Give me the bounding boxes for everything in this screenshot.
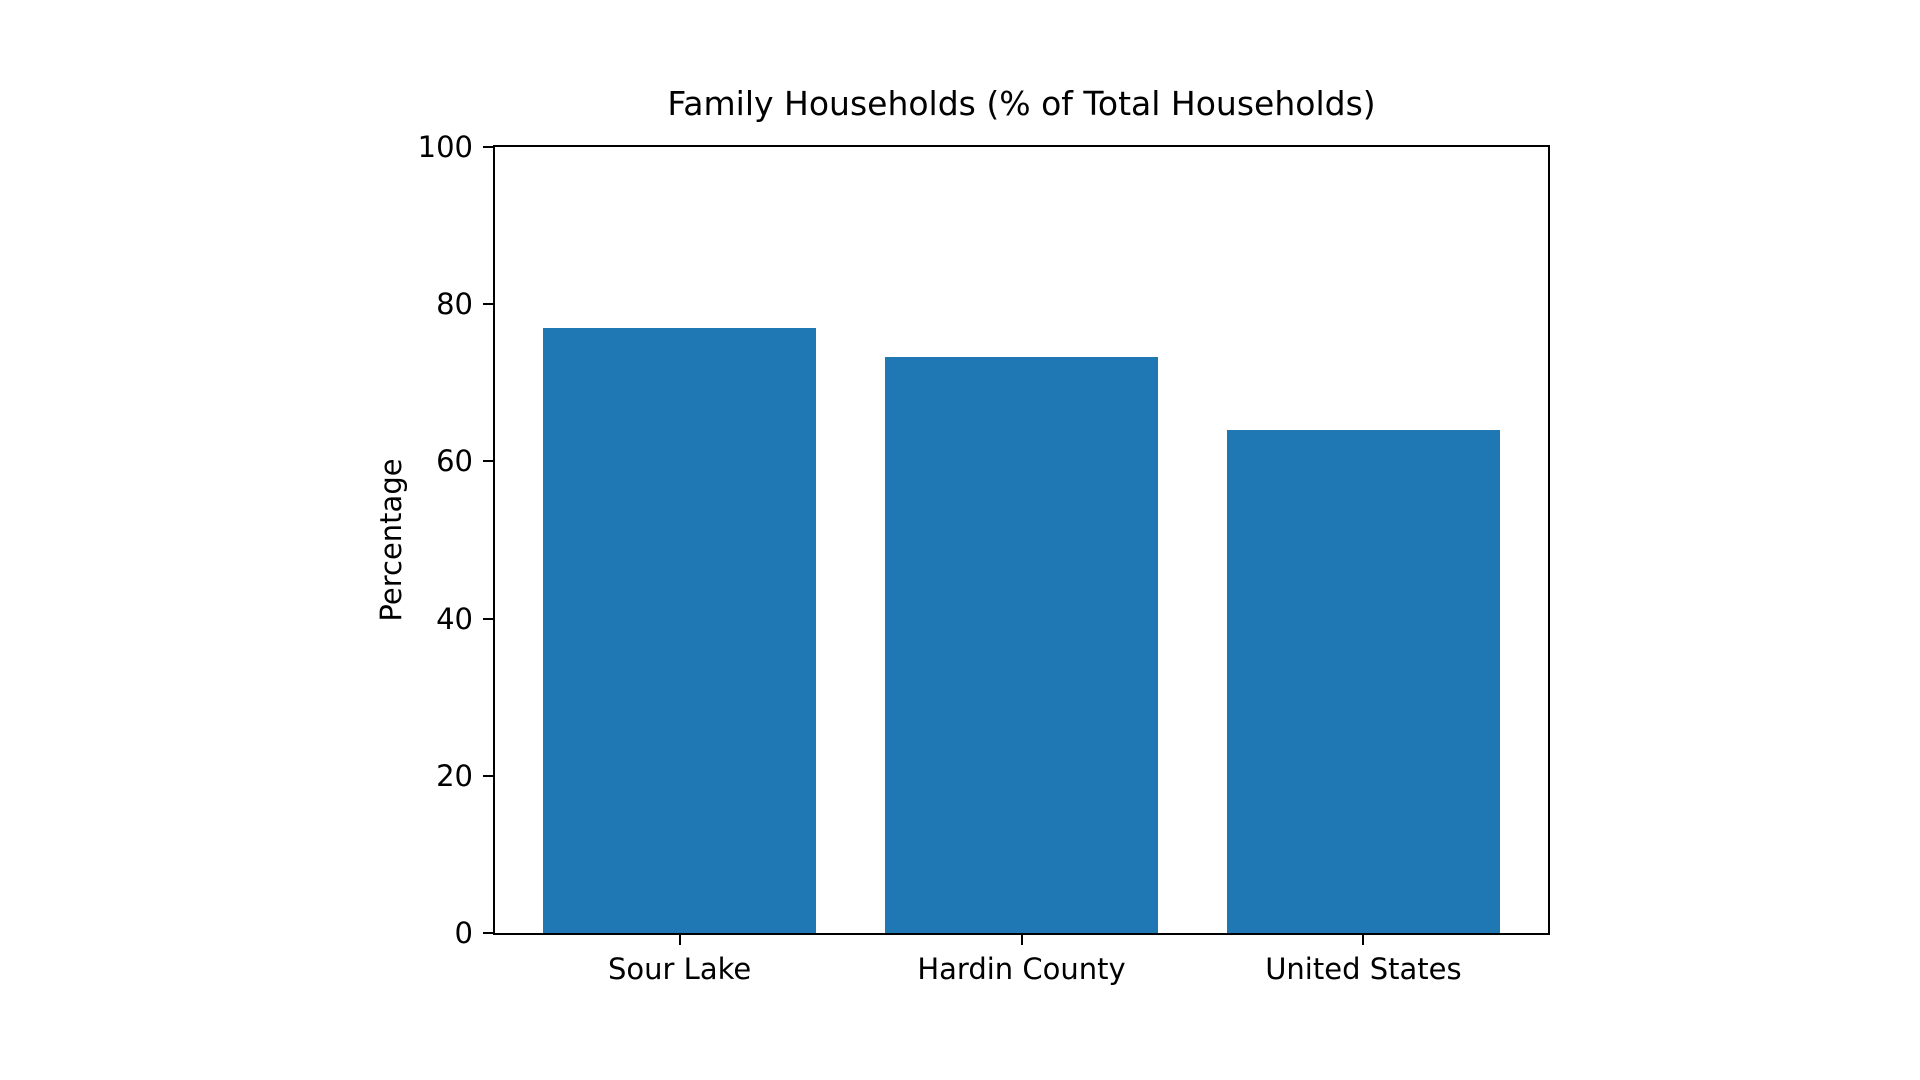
y-tick-label-80: 80: [436, 287, 473, 322]
y-axis-label: Percentage: [374, 458, 408, 622]
chart-title: Family Households (% of Total Households…: [667, 84, 1376, 123]
x-tick-mark-hardin-county: [1020, 935, 1023, 945]
x-tick-mark-sour-lake: [678, 935, 681, 945]
bar-sour-lake: [542, 327, 817, 933]
x-tick-label-sour-lake: Sour Lake: [608, 952, 752, 986]
y-tick-mark-40: [483, 617, 493, 620]
x-tick-label-united-states: United States: [1265, 952, 1462, 986]
x-tick-label-hardin-county: Hardin County: [917, 952, 1126, 986]
bar-hardin-county: [884, 356, 1159, 933]
y-tick-mark-20: [483, 774, 493, 777]
y-tick-label-40: 40: [436, 601, 473, 636]
y-tick-label-60: 60: [436, 444, 473, 479]
y-tick-label-0: 0: [454, 916, 473, 950]
y-tick-mark-60: [483, 460, 493, 463]
x-tick-mark-united-states: [1362, 935, 1365, 945]
plot-area: Family Households (% of Total Households…: [374, 85, 1550, 986]
y-tick-mark-100: [483, 146, 493, 148]
y-tick-mark-0: [483, 932, 493, 934]
y-tick-mark-80: [483, 303, 493, 306]
bar-united-states: [1226, 429, 1501, 933]
y-tick-label-20: 20: [436, 758, 473, 793]
y-tick-label-100: 100: [417, 130, 473, 164]
